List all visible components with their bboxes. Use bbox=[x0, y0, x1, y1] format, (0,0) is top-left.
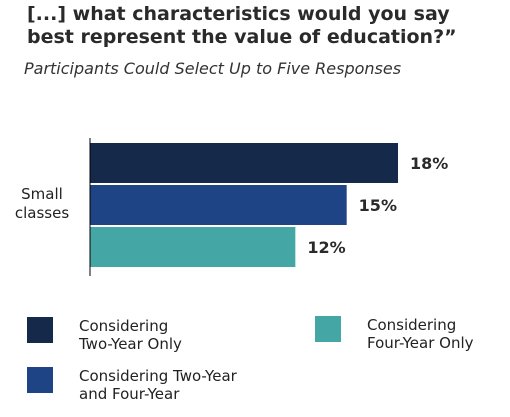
bar-1 bbox=[90, 143, 399, 183]
legend-item-two-year-only: Considering Two-Year Only bbox=[27, 317, 182, 353]
legend-label-two-year-only: Considering Two-Year Only bbox=[79, 317, 182, 353]
legend-label-four-year-only: Considering Four-Year Only bbox=[367, 316, 474, 352]
legend-swatch-two-year-only bbox=[27, 317, 53, 343]
legend-swatch-two-and-four-year bbox=[27, 367, 53, 393]
bar-2 bbox=[90, 185, 347, 225]
category-label: Small classes bbox=[15, 185, 69, 222]
legend-item-two-and-four-year: Considering Two-Year and Four-Year bbox=[27, 367, 237, 403]
bar-3 bbox=[90, 227, 296, 267]
bar-chart: Small classes 18% 15% 12% bbox=[15, 138, 448, 276]
legend-item-four-year-only: Considering Four-Year Only bbox=[315, 316, 474, 352]
data-label-1: 18% bbox=[410, 154, 448, 173]
legend-label-two-and-four-year: Considering Two-Year and Four-Year bbox=[79, 367, 237, 403]
data-label-2: 15% bbox=[359, 196, 397, 215]
chart-subtitle: Participants Could Select Up to Five Res… bbox=[24, 59, 402, 78]
data-label-3: 12% bbox=[307, 238, 345, 257]
chart-title: [...] what characteristics would you say… bbox=[27, 3, 457, 48]
legend-swatch-four-year-only bbox=[315, 316, 341, 342]
